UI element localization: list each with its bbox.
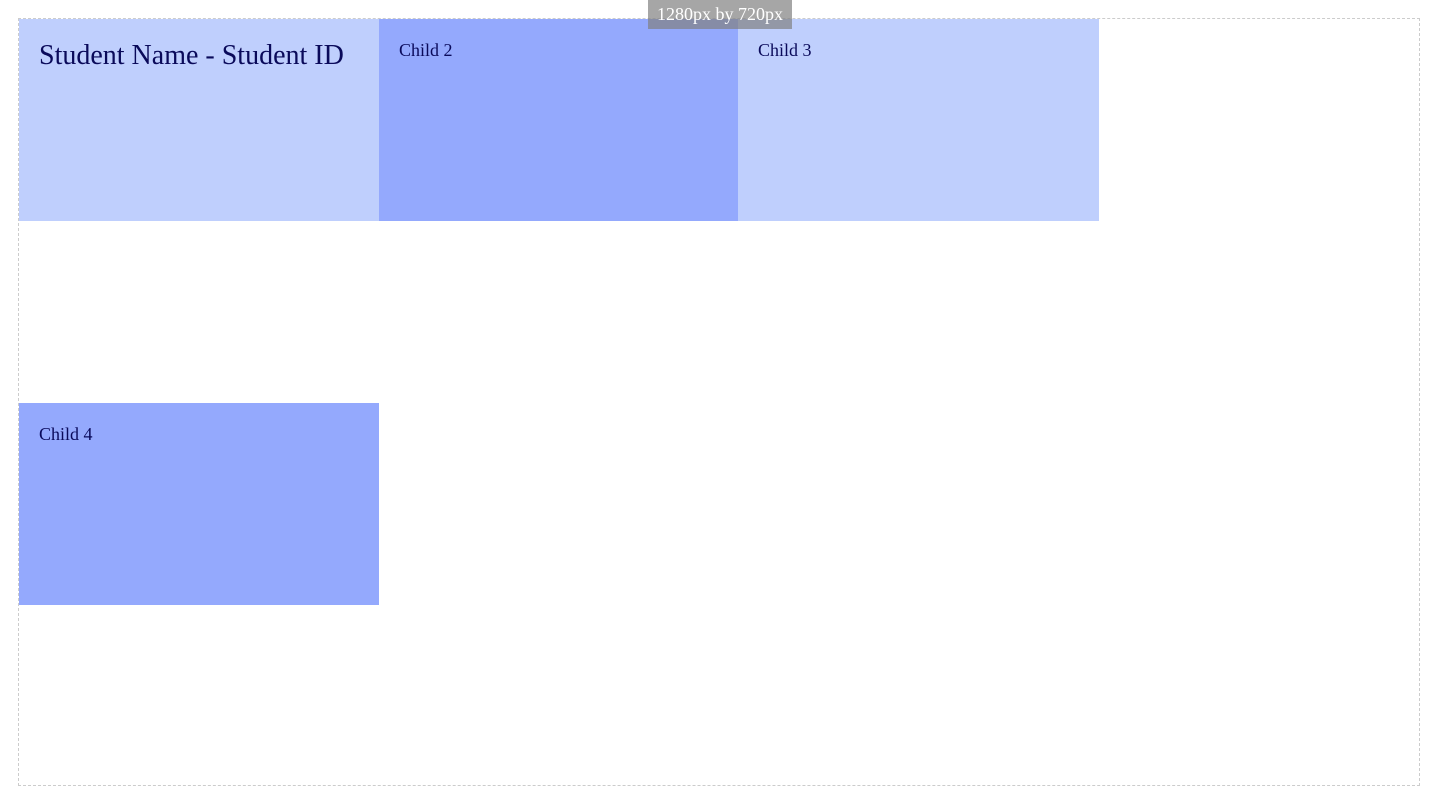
child-3-label: Child 3 (758, 40, 812, 60)
child-2-label: Child 2 (399, 40, 453, 60)
student-name-title: Student Name - Student ID (39, 40, 344, 71)
child-box-3: Child 3 (738, 19, 1099, 221)
child-4-label: Child 4 (39, 424, 93, 444)
child-box-1: Student Name - Student ID (19, 19, 379, 221)
child-box-4: Child 4 (19, 403, 379, 605)
child-box-2: Child 2 (379, 19, 738, 221)
viewport-size-label: 1280px by 720px (648, 0, 792, 29)
